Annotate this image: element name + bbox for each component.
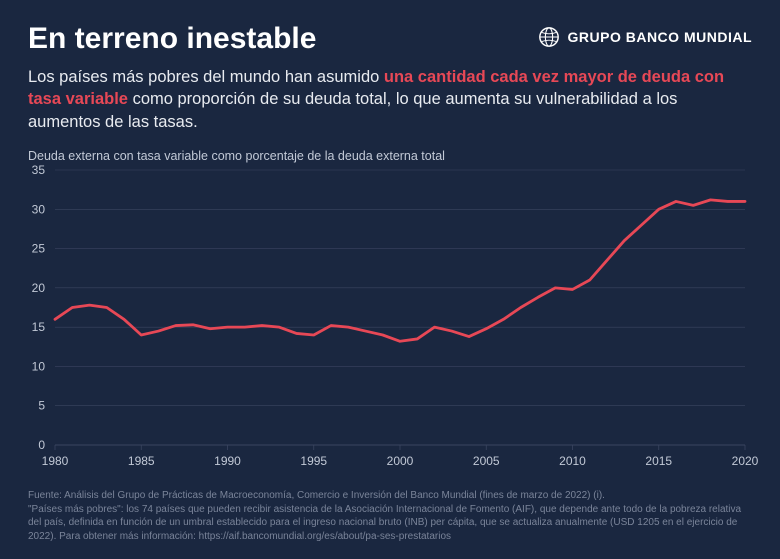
svg-text:10: 10 [32,359,46,373]
svg-text:2005: 2005 [473,454,500,468]
svg-text:2020: 2020 [732,454,759,468]
svg-text:1985: 1985 [128,454,155,468]
svg-text:2000: 2000 [387,454,414,468]
subtitle-pre: Los países más pobres del mundo han asum… [28,68,384,86]
svg-text:25: 25 [32,242,46,256]
svg-text:1980: 1980 [42,454,69,468]
header: En terreno inestable GRUPO BANCO MUNDIAL [0,0,780,56]
globe-icon [538,26,560,48]
subtitle: Los países más pobres del mundo han asum… [0,56,780,133]
footnote-line1: Fuente: Análisis del Grupo de Prácticas … [28,489,752,503]
svg-text:20: 20 [32,281,46,295]
svg-text:35: 35 [32,163,46,177]
footnote-line2: "Países más pobres": los 74 países que p… [28,503,752,544]
svg-text:30: 30 [32,202,46,216]
svg-text:0: 0 [38,438,45,452]
footnote: Fuente: Análisis del Grupo de Prácticas … [28,489,752,543]
page-title: En terreno inestable [28,22,316,56]
chart-subtitle: Deuda externa con tasa variable como por… [0,133,780,163]
svg-text:1990: 1990 [214,454,241,468]
svg-text:5: 5 [38,399,45,413]
brand-label: GRUPO BANCO MUNDIAL [568,29,753,45]
svg-text:15: 15 [32,320,46,334]
svg-text:1995: 1995 [300,454,327,468]
brand: GRUPO BANCO MUNDIAL [538,26,753,48]
svg-text:2015: 2015 [645,454,672,468]
svg-text:2010: 2010 [559,454,586,468]
line-chart: 0510152025303519801985199019952000200520… [55,170,745,470]
